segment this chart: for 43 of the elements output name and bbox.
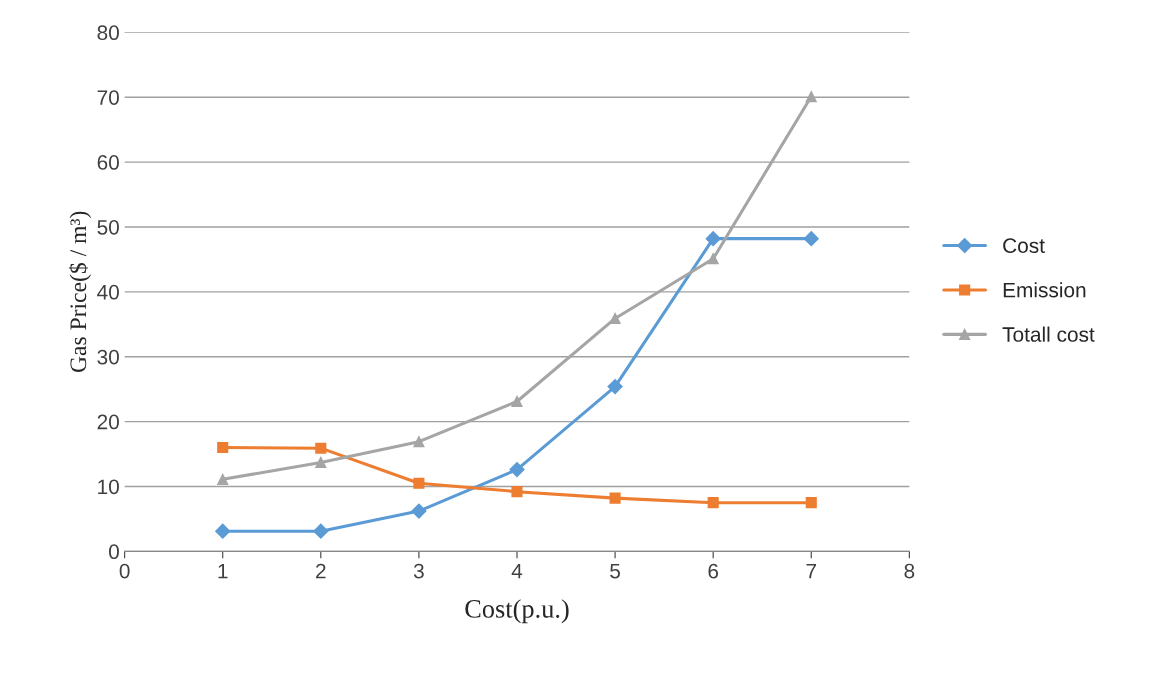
x-tick-label: 7 (806, 563, 817, 579)
x-tick-label: 3 (413, 563, 424, 579)
y-tick-label: 0 (109, 544, 119, 560)
point (707, 253, 719, 265)
point (413, 477, 425, 489)
legend-label: Totall cost (1002, 326, 1095, 342)
y-tick-label: 80 (97, 25, 119, 41)
y-tick-label: 50 (97, 219, 119, 235)
y-tick-label: 70 (97, 90, 119, 105)
point (509, 462, 525, 478)
point (511, 395, 523, 408)
point (607, 378, 623, 395)
point (313, 523, 329, 539)
point (413, 436, 425, 448)
x-axis-title: Cost(p.u.) (465, 599, 569, 624)
y-tick-label: 40 (97, 284, 119, 300)
point (609, 492, 621, 504)
y-axis-title: Gas Price($ / m³) (68, 211, 92, 373)
point (805, 497, 817, 509)
x-tick-label: 6 (708, 563, 719, 579)
x-tick-label: 5 (610, 563, 620, 579)
x-tick-label: 0 (119, 563, 130, 579)
y-tick-label: 60 (97, 155, 119, 170)
point (315, 442, 327, 454)
x-tick-label: 8 (904, 563, 915, 579)
x-tick-label: 2 (316, 563, 326, 579)
point (215, 523, 231, 539)
legend-label: Cost (1003, 238, 1045, 254)
point (803, 231, 819, 247)
legend-label: Emission (1003, 282, 1086, 298)
point (705, 231, 721, 247)
point (315, 456, 327, 469)
x-tick-label: 4 (511, 563, 523, 579)
y-tick-label: 10 (98, 479, 119, 495)
point (511, 486, 523, 498)
x-tick-label: 1 (218, 563, 228, 579)
point (707, 497, 719, 509)
point (411, 503, 427, 519)
point (217, 441, 229, 454)
y-tick-label: 30 (97, 349, 119, 365)
point (805, 91, 817, 103)
point (217, 473, 229, 485)
y-tick-label: 20 (97, 414, 119, 430)
